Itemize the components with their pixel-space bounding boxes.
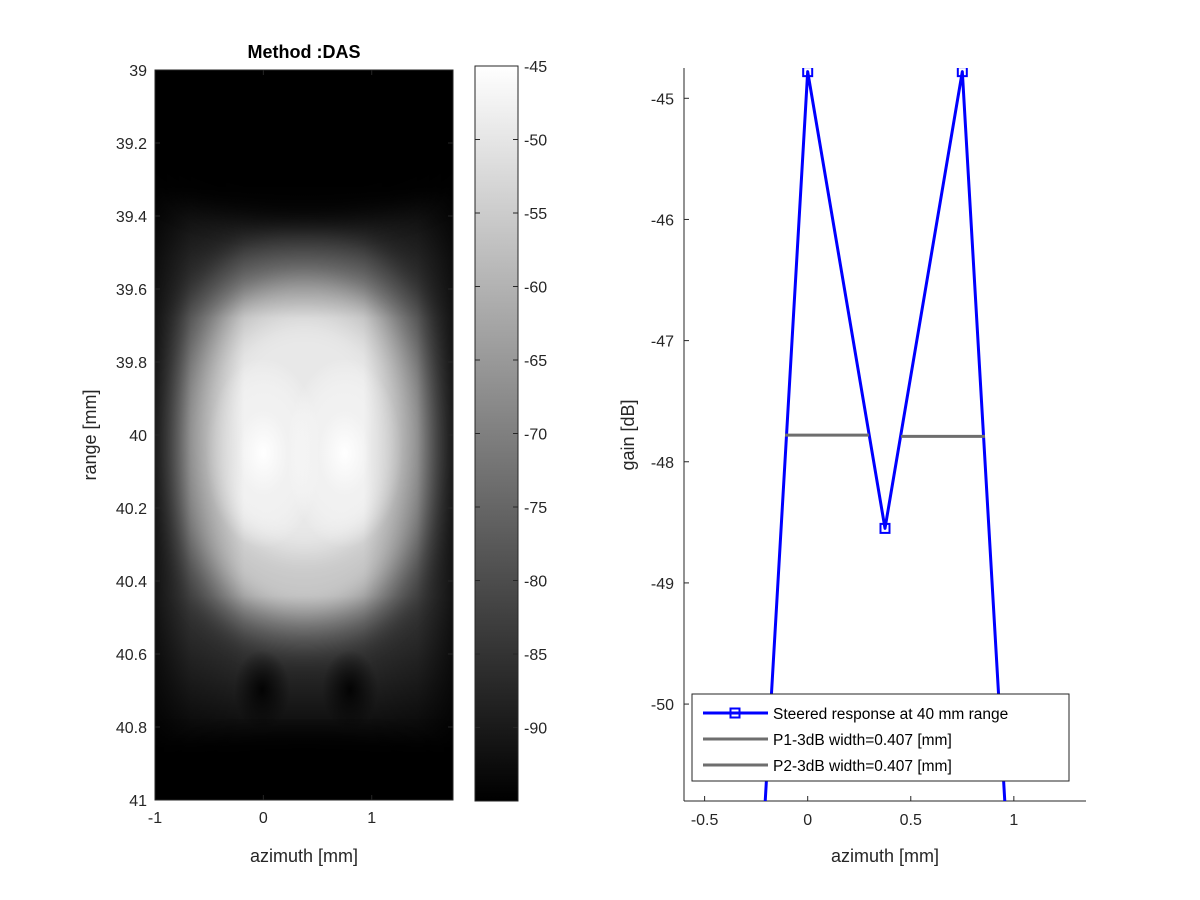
legend-label-p1: P1-3dB width=0.407 [mm] <box>773 732 952 749</box>
heatmap-y-tick-label-5: 40 <box>129 428 147 445</box>
heatmap-image <box>155 70 453 800</box>
line-plot-series <box>763 68 1007 801</box>
colorbar-tick-label-8: -85 <box>524 647 547 664</box>
colorbar-tick-label-7: -80 <box>524 574 547 591</box>
line-plot-y-label: gain [dB] <box>618 399 638 470</box>
legend-entry-p1: P1-3dB width=0.407 [mm] <box>703 732 952 749</box>
heatmap-y-tick-label-0: 39 <box>129 63 147 80</box>
colorbar-tick-label-5: -70 <box>524 427 547 444</box>
steered-response-marker-2 <box>879 522 891 534</box>
colorbar-tick-label-1: -50 <box>524 133 547 150</box>
colorbar-tick-label-9: -90 <box>524 721 547 738</box>
steered-response-marker-1 <box>802 68 814 78</box>
legend: Steered response at 40 mm range P1-3dB w… <box>691 693 1070 782</box>
line-plot-x-tick-label-3: 1 <box>1009 812 1018 829</box>
heatmap-y-tick-label-10: 41 <box>129 793 147 810</box>
colorbar-tick-label-2: -55 <box>524 206 547 223</box>
line-plot-x-tick-label-1: 0 <box>803 812 812 829</box>
colorbar-ticks: -45 -50 -55 -60 -65 -70 -75 -80 -85 -90 <box>475 59 547 738</box>
heatmap-y-tick-label-3: 39.6 <box>116 282 147 299</box>
line-plot-x-tick-label-0: -0.5 <box>691 812 719 829</box>
line-plot-y-tick-label-1: -46 <box>651 212 674 229</box>
legend-marker-steered <box>729 707 741 719</box>
heatmap-y-tick-label-2: 39.4 <box>116 209 147 226</box>
heatmap-x-label: azimuth [mm] <box>250 846 358 866</box>
line-plot-ticks: -0.5 0 0.5 1 -45 -46 -47 -48 -49 -50 <box>651 91 1019 829</box>
legend-label-steered: Steered response at 40 mm range <box>773 706 1008 723</box>
legend-entry-p2: P2-3dB width=0.407 [mm] <box>703 758 952 775</box>
heatmap-x-tick-label-2: 1 <box>367 810 376 827</box>
legend-entry-steered: Steered response at 40 mm range <box>703 706 1008 723</box>
colorbar-tick-label-3: -60 <box>524 280 547 297</box>
heatmap-ticks: -1 0 1 39 39.2 39.4 39.6 39.8 40 40.2 40.4 40.6 40.8… <box>116 63 453 827</box>
steered-response-marker-3 <box>956 68 968 78</box>
legend-label-p2: P2-3dB width=0.407 [mm] <box>773 758 952 775</box>
heatmap-title: Method :DAS <box>248 42 361 62</box>
heatmap-y-tick-label-6: 40.2 <box>116 501 147 518</box>
line-plot-y-tick-label-2: -47 <box>651 334 674 351</box>
line-plot-y-tick-label-4: -49 <box>651 576 674 593</box>
line-plot-y-tick-label-0: -45 <box>651 91 674 108</box>
colorbar-gradient <box>474 65 519 802</box>
colorbar-tick-label-6: -75 <box>524 500 547 517</box>
line-plot-x-tick-label-2: 0.5 <box>900 812 922 829</box>
heatmap-y-tick-label-4: 39.8 <box>116 355 147 372</box>
colorbar: -45 -50 -55 -60 -65 -70 -75 -80 -85 -90 <box>474 59 547 802</box>
heatmap-x-tick-label-0: -1 <box>148 810 162 827</box>
heatmap-x-tick-label-1: 0 <box>259 810 268 827</box>
heatmap-y-tick-label-7: 40.4 <box>116 574 147 591</box>
heatmap-y-label: range [mm] <box>80 389 100 480</box>
line-plot-panel: -0.5 0 0.5 1 -45 -46 -47 -48 -49 -50 azimuth [mm]… <box>618 68 1086 866</box>
colorbar-tick-label-4: -65 <box>524 353 547 370</box>
heatmap-y-tick-label-9: 40.8 <box>116 720 147 737</box>
line-plot-y-tick-label-5: -50 <box>651 697 674 714</box>
heatmap-panel: -1 0 1 39 39.2 39.4 39.6 39.8 40 40.2 40.4 40.6 40.8… <box>80 42 454 866</box>
colorbar-tick-label-0: -45 <box>524 59 547 76</box>
line-plot-x-label: azimuth [mm] <box>831 846 939 866</box>
heatmap-y-tick-label-8: 40.6 <box>116 647 147 664</box>
heatmap-y-tick-label-1: 39.2 <box>116 136 147 153</box>
steered-response-line <box>763 70 1007 801</box>
line-plot-y-tick-label-3: -48 <box>651 455 674 472</box>
